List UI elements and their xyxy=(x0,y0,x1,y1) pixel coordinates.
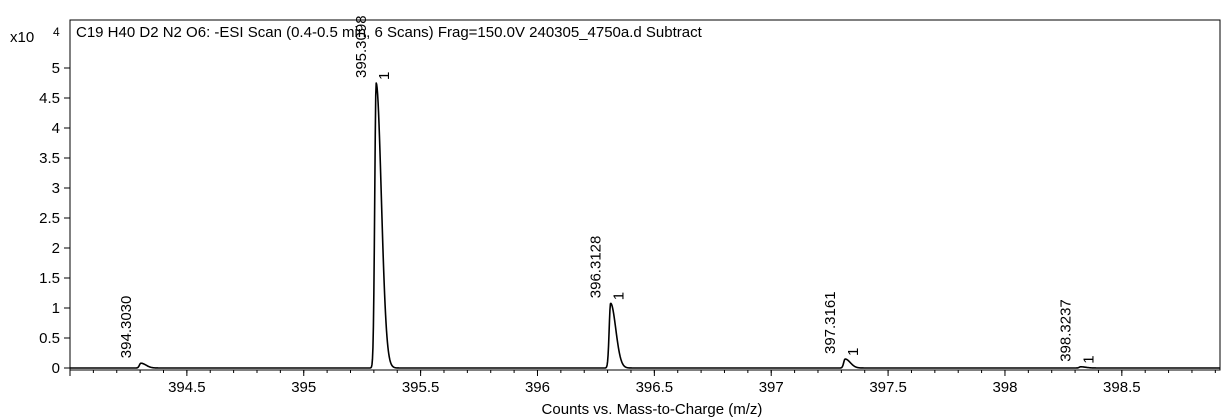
y-tick-label: 4 xyxy=(52,120,60,137)
x-tick-label: 394.5 xyxy=(168,379,206,396)
plot-frame xyxy=(69,19,1221,371)
x-tick-label: 398 xyxy=(992,379,1017,396)
peak-charge-label: 1 xyxy=(845,348,862,356)
peak-mz-label: 396.3128 xyxy=(588,236,605,299)
spectrum-trace xyxy=(69,82,1220,369)
y-tick-label: 1.5 xyxy=(39,270,60,287)
x-tick-label: 396 xyxy=(525,379,550,396)
y-multiplier-label: x10 xyxy=(10,29,34,46)
peak-charge-label: 1 xyxy=(1081,355,1098,363)
x-tick-label: 395 xyxy=(291,379,316,396)
x-tick-label: 396.5 xyxy=(636,379,674,396)
x-tick-label: 397 xyxy=(759,379,784,396)
y-tick-label: 4.5 xyxy=(39,90,60,107)
x-tick-label: 398.5 xyxy=(1103,379,1141,396)
y-tick-label: 2 xyxy=(52,240,60,257)
peak-charge-label: 1 xyxy=(611,292,628,300)
peak-labels: 394.3030 395.3098 1 396.3128 1 397.3161 1 398.3… xyxy=(118,15,1098,363)
peak-mz-label: 397.3161 xyxy=(822,291,839,354)
y-tick-label: 1 xyxy=(52,300,60,317)
y-multiplier-exponent: 4 xyxy=(53,25,60,39)
peak-charge-label: 1 xyxy=(376,72,393,80)
peak-mz-label: 394.3030 xyxy=(118,296,135,359)
y-tick-label: 3.5 xyxy=(39,150,60,167)
chart-title: C19 H40 D2 N2 O6: -ESI Scan (0.4-0.5 min… xyxy=(76,24,703,41)
y-axis: 0 0.5 1 1.5 2 2.5 3 3.5 4 4.5 5 xyxy=(39,60,70,377)
y-tick-label: 0.5 xyxy=(39,330,60,347)
x-axis: 394.5 395 395.5 396 396.5 397 397.5 398 398.5 xyxy=(69,370,1216,396)
x-tick-label: 397.5 xyxy=(869,379,907,396)
y-tick-label: 2.5 xyxy=(39,210,60,227)
y-tick-label: 3 xyxy=(52,180,60,197)
peak-mz-label: 398.3237 xyxy=(1058,299,1075,362)
x-axis-label: Counts vs. Mass-to-Charge (m/z) xyxy=(542,401,763,418)
y-tick-label: 5 xyxy=(52,60,60,77)
peak-mz-label: 395.3098 xyxy=(353,15,370,78)
x-tick-label: 395.5 xyxy=(402,379,440,396)
y-tick-label: 0 xyxy=(52,360,60,377)
